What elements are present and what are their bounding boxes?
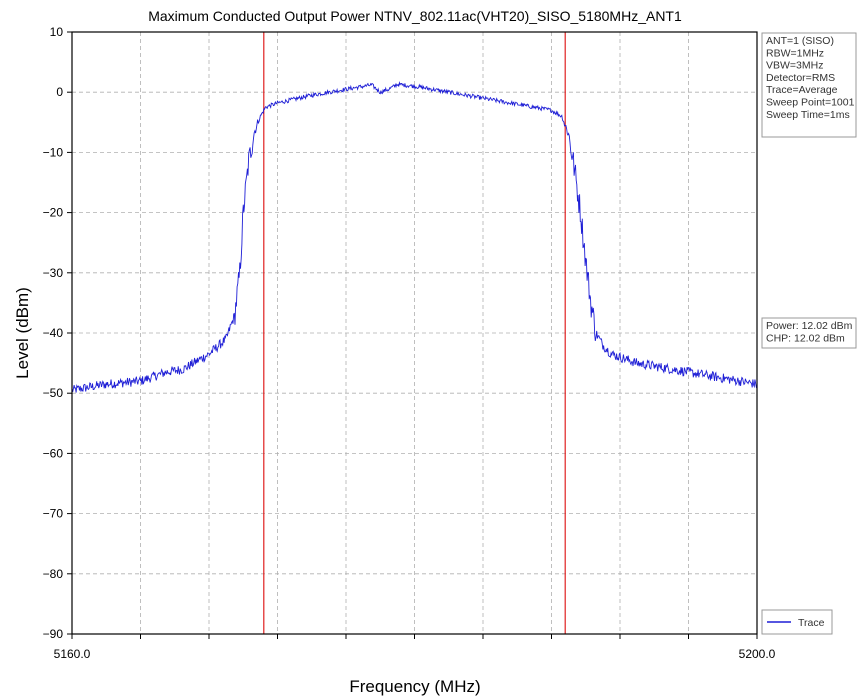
power-info-box: Power: 12.02 dBm CHP: 12.02 dBm [761, 317, 857, 349]
settings-info-frame [761, 32, 857, 138]
chart-title: Maximum Conducted Output Power NTNV_802.… [148, 8, 682, 24]
legend-frame [761, 609, 833, 635]
info-line: RBW=1MHz [766, 47, 824, 59]
y-tick-label: −10 [43, 145, 64, 159]
info-line: Sweep Point=1001 [766, 97, 855, 109]
y-tick-label: −70 [43, 507, 64, 521]
y-axis: 10 0 −10 −20 −30 −40 −50 −60 −70 −80 −90 [43, 25, 72, 641]
x-axis: 5160.0 5200.0 [54, 634, 776, 661]
settings-info-box: ANT=1 (SISO) RBW=1MHz VBW=3MHz Detector=RMS… [761, 32, 857, 138]
info-line: CHP: 12.02 dBm [766, 332, 845, 344]
y-tick-label: 0 [56, 85, 63, 99]
info-line: Power: 12.02 dBm [766, 320, 853, 332]
grid-lines [72, 32, 757, 634]
series-group [71, 81, 758, 393]
info-line: Trace=Average [766, 84, 838, 96]
y-tick-label: −40 [43, 326, 64, 340]
y-tick-label: 10 [50, 25, 64, 39]
power-info-frame [761, 317, 857, 349]
info-line: ANT=1 (SISO) [766, 35, 834, 47]
info-line: Detector=RMS [766, 72, 835, 84]
y-axis-label: Level (dBm) [13, 287, 32, 379]
y-tick-label: −80 [43, 567, 64, 581]
y-tick-label: −20 [43, 206, 64, 220]
marker-lines [263, 32, 566, 634]
x-axis-label: Frequency (MHz) [349, 677, 480, 696]
legend: Trace [761, 609, 833, 635]
y-tick-label: −90 [43, 627, 64, 641]
x-tick-label: 5160.0 [54, 647, 91, 661]
y-tick-label: −30 [43, 266, 64, 280]
info-line: VBW=3MHz [766, 60, 823, 72]
series-line [71, 81, 758, 393]
power-info-text: Power: 12.02 dBm CHP: 12.02 dBm [766, 320, 853, 344]
y-tick-label: −60 [43, 446, 64, 460]
info-line: Sweep Time=1ms [766, 109, 850, 121]
settings-info-text: ANT=1 (SISO) RBW=1MHz VBW=3MHz Detector=RMS… [766, 35, 855, 121]
y-tick-label: −50 [43, 386, 64, 400]
x-tick-label: 5200.0 [739, 647, 776, 661]
legend-label: Trace [798, 617, 825, 629]
